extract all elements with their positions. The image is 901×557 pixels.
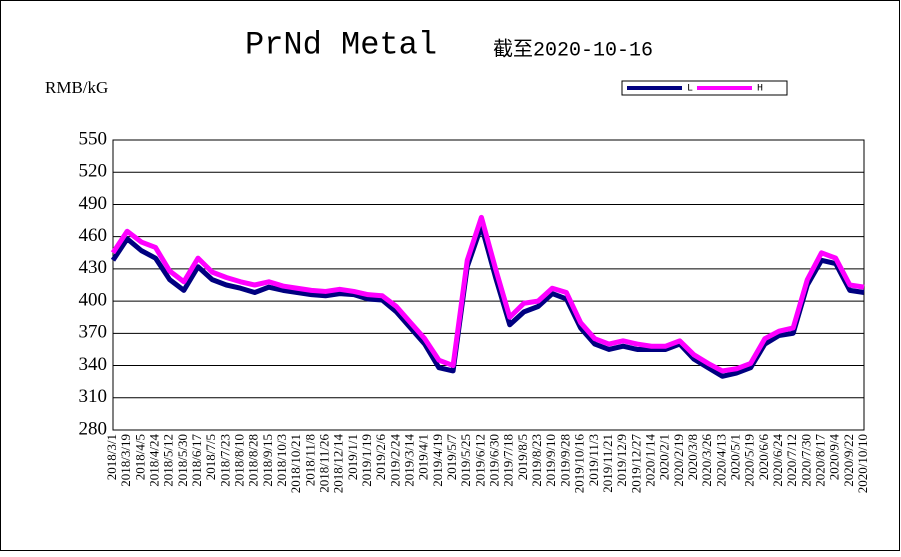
x-tick-label: 2019/1/19	[359, 434, 374, 487]
x-tick-label: 2020/6/24	[770, 434, 785, 487]
x-tick-label: 2019/11/21	[600, 434, 615, 493]
x-tick-label: 2018/9/15	[260, 434, 275, 487]
x-tick-label: 2020/5/1	[727, 434, 742, 480]
x-tick-label: 2019/5/7	[444, 434, 459, 481]
x-tick-label: 2018/7/23	[217, 434, 232, 487]
y-tick-label: 520	[79, 161, 108, 182]
x-tick-label: 2019/9/10	[543, 434, 558, 487]
x-tick-label: 2018/5/12	[161, 434, 176, 487]
x-tick-label: 2018/8/28	[246, 434, 261, 487]
x-tick-label: 2020/1/14	[642, 434, 657, 487]
y-tick-label: 430	[79, 257, 108, 278]
y-tick-label: 550	[79, 128, 108, 149]
chart-title: PrNd Metal	[245, 26, 437, 63]
y-tick-label: 460	[79, 225, 108, 246]
x-tick-label: 2019/4/19	[430, 434, 445, 487]
x-tick-label: 2020/6/6	[756, 434, 771, 481]
y-axis-label: RMB/kG	[45, 78, 108, 97]
x-tick-label: 2019/7/18	[501, 434, 516, 487]
x-tick-label: 2019/8/5	[515, 434, 530, 480]
x-tick-label: 2020/3/8	[685, 434, 700, 480]
x-tick-label: 2020/9/4	[827, 434, 842, 481]
x-tick-label: 2018/3/1	[104, 434, 119, 480]
y-tick-label: 310	[79, 386, 108, 407]
y-tick-label: 400	[79, 289, 108, 310]
x-tick-label: 2019/1/1	[345, 434, 360, 480]
y-tick-label: 280	[79, 418, 108, 439]
x-tick-label: 2019/12/9	[614, 434, 629, 487]
x-tick-label: 2018/4/5	[132, 434, 147, 480]
legend-label: L	[687, 84, 693, 95]
x-tick-label: 2018/10/21	[288, 434, 303, 493]
x-tick-label: 2018/6/17	[189, 434, 204, 487]
x-tick-label: 2019/6/12	[472, 434, 487, 487]
y-tick-label: 490	[79, 193, 108, 214]
x-tick-label: 2020/7/30	[798, 434, 813, 487]
x-tick-label: 2019/11/3	[586, 434, 601, 486]
x-tick-label: 2019/4/1	[416, 434, 431, 480]
x-tick-label: 2018/11/8	[302, 434, 317, 486]
x-tick-label: 2020/7/12	[784, 434, 799, 487]
y-tick-label: 370	[79, 322, 108, 343]
x-tick-label: 2019/2/6	[373, 434, 388, 481]
x-tick-label: 2020/8/17	[812, 434, 827, 487]
chart-subtitle: 截至2020-10-16	[493, 37, 653, 62]
x-tick-label: 2019/12/27	[628, 434, 643, 494]
x-tick-label: 2018/3/19	[118, 434, 133, 487]
x-tick-label: 2018/10/3	[274, 434, 289, 487]
x-tick-label: 2018/11/26	[317, 434, 332, 493]
x-tick-label: 2020/3/26	[699, 434, 714, 487]
x-tick-label: 2020/9/22	[841, 434, 856, 487]
x-tick-label: 2018/12/14	[331, 434, 346, 494]
x-tick-label: 2018/7/5	[203, 434, 218, 480]
x-tick-label: 2020/2/1	[657, 434, 672, 480]
x-tick-label: 2019/5/25	[458, 434, 473, 487]
x-tick-label: 2019/8/23	[529, 434, 544, 487]
y-tick-label: 340	[79, 354, 108, 375]
x-tick-label: 2018/5/30	[175, 434, 190, 487]
legend-label: H	[757, 84, 763, 95]
x-tick-label: 2019/6/30	[487, 434, 502, 487]
x-tick-label: 2020/5/19	[742, 434, 757, 487]
x-tick-label: 2018/8/10	[232, 434, 247, 487]
x-tick-label: 2019/3/14	[402, 434, 417, 487]
x-tick-label: 2019/9/28	[557, 434, 572, 487]
line-series	[110, 214, 865, 374]
x-tick-label: 2020/2/19	[671, 434, 686, 487]
x-tick-label: 2020/10/10	[855, 434, 870, 493]
plot-area	[112, 139, 865, 431]
x-tick-label: 2020/4/13	[713, 434, 728, 487]
x-tick-label: 2019/10/16	[572, 434, 587, 494]
x-tick-label: 2018/4/24	[146, 434, 161, 487]
x-tick-label: 2019/2/24	[387, 434, 402, 487]
